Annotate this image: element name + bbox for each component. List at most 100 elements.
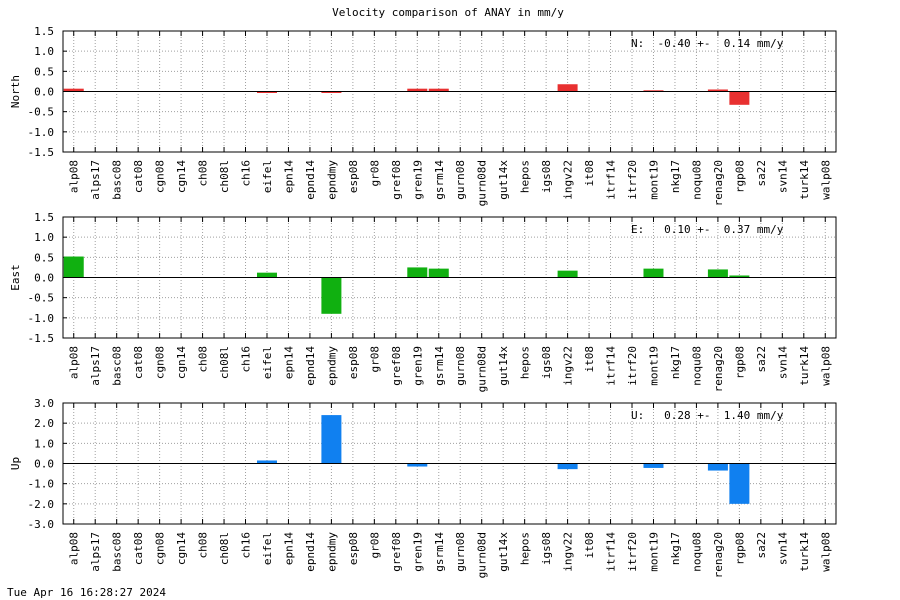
y-tick-label: 0.5 bbox=[34, 65, 54, 78]
x-tick-label: gref08 bbox=[390, 532, 403, 572]
bar-north-renag20 bbox=[707, 89, 728, 92]
panel-east: 1.5 1.0 0.5 0.0 -0.5 -1.0 -1.5 alp08 alps17 basc0… bbox=[9, 211, 837, 392]
x-tick-label: esp08 bbox=[347, 160, 360, 193]
y-tick-label: -1.5 bbox=[28, 332, 55, 345]
x-tick-label: gr08 bbox=[368, 160, 381, 187]
bar-up-ingv22 bbox=[557, 463, 578, 470]
y-tick-label: -1.0 bbox=[28, 312, 55, 325]
x-tick-label: itrf20 bbox=[626, 346, 639, 386]
x-tick-label: alps17 bbox=[89, 532, 102, 572]
x-tick-label: it08 bbox=[583, 160, 596, 187]
y-tick-label: -3.0 bbox=[28, 518, 55, 531]
x-tick-label: mont19 bbox=[647, 532, 660, 572]
x-tick-label: hepos bbox=[519, 346, 532, 379]
x-tick-label: noqu08 bbox=[690, 532, 703, 572]
x-tick-label: eifel bbox=[261, 346, 274, 379]
stat-annotation: U: 0.28 +- 1.40 mm/y bbox=[631, 409, 784, 422]
x-tick-label: ingv22 bbox=[562, 532, 575, 572]
x-tick-label: renag20 bbox=[712, 160, 725, 206]
y-tick-label: 0.0 bbox=[34, 86, 54, 99]
x-tick-label: gurn08 bbox=[454, 346, 467, 386]
x-tick-label: esp08 bbox=[347, 346, 360, 379]
x-tick-label: hepos bbox=[519, 532, 532, 565]
x-tick-label: eifel bbox=[261, 532, 274, 565]
x-tick-label: ch08 bbox=[197, 532, 210, 559]
x-tick-label: cat08 bbox=[132, 532, 145, 565]
x-tick-label: nkg17 bbox=[669, 346, 682, 379]
x-tick-label: alps17 bbox=[89, 160, 102, 200]
x-tick-label: epn14 bbox=[282, 532, 295, 565]
chart-panels: 1.5 1.0 0.5 0.0 -0.5 -1.0 -1.5 alp08 alps17 basc0… bbox=[9, 25, 837, 578]
x-tick-label: basc08 bbox=[111, 160, 124, 200]
x-tick-label: mont19 bbox=[647, 160, 660, 200]
y-tick-label: 1.5 bbox=[34, 211, 54, 224]
bar-north-eifel bbox=[256, 91, 277, 93]
x-tick-label: cgn08 bbox=[154, 160, 167, 193]
bar-up-eifel bbox=[256, 460, 277, 464]
x-tick-label: cgn08 bbox=[154, 346, 167, 379]
x-tick-label: gurn08 bbox=[454, 160, 467, 200]
y-tick-label: -0.5 bbox=[28, 106, 55, 119]
x-tick-label: gsrm14 bbox=[433, 532, 446, 572]
bar-north-rgp08 bbox=[729, 91, 750, 105]
bar-east-rgp08 bbox=[729, 275, 750, 278]
plot-frame bbox=[62, 30, 837, 153]
x-tick-label: turk14 bbox=[798, 346, 811, 386]
panel-north: 1.5 1.0 0.5 0.0 -0.5 -1.0 -1.5 alp08 alps17 basc0… bbox=[9, 25, 837, 206]
bar-north-gren19 bbox=[407, 88, 428, 92]
bar-east-eifel bbox=[256, 272, 277, 278]
x-tick-label: epn14 bbox=[282, 346, 295, 379]
x-tick-label: cgn14 bbox=[175, 160, 188, 193]
bar-east-mont19 bbox=[643, 268, 664, 278]
x-tick-label: basc08 bbox=[111, 532, 124, 572]
x-tick-label: gurn08 bbox=[454, 532, 467, 572]
x-tick-label: mont19 bbox=[647, 346, 660, 386]
x-tick-label: cgn14 bbox=[175, 346, 188, 379]
x-tick-label: basc08 bbox=[111, 346, 124, 386]
x-tick-label: cat08 bbox=[132, 346, 145, 379]
x-tick-label: ch16 bbox=[240, 160, 253, 187]
x-tick-label: nkg17 bbox=[669, 160, 682, 193]
y-tick-label: -0.5 bbox=[28, 292, 55, 305]
x-tick-label: itrf14 bbox=[605, 532, 618, 572]
x-tick-label: gr08 bbox=[368, 532, 381, 559]
x-tick-label: epn14 bbox=[282, 160, 295, 193]
x-tick-label: ch16 bbox=[240, 532, 253, 559]
x-tick-label: ingv22 bbox=[562, 160, 575, 200]
x-tick-label: sa22 bbox=[755, 160, 768, 187]
stat-annotation: N: -0.40 +- 0.14 mm/y bbox=[631, 37, 784, 50]
x-tick-label: itrf14 bbox=[605, 160, 618, 200]
bar-east-gsrm14 bbox=[428, 268, 449, 278]
bar-up-mont19 bbox=[643, 463, 664, 468]
x-tick-label: gurn08d bbox=[476, 160, 489, 206]
x-tick-label: svn14 bbox=[776, 346, 789, 379]
x-tick-label: gren19 bbox=[411, 160, 424, 200]
y-tick-label: 1.0 bbox=[34, 437, 54, 450]
bar-north-gsrm14 bbox=[428, 88, 449, 92]
x-tick-label: igs08 bbox=[540, 532, 553, 565]
x-tick-label: igs08 bbox=[540, 346, 553, 379]
bar-east-alp08 bbox=[63, 256, 84, 278]
x-tick-label: it08 bbox=[583, 346, 596, 373]
y-tick-label: 0.5 bbox=[34, 251, 54, 264]
bar-east-epndmy bbox=[321, 277, 342, 314]
x-tick-label: rgp08 bbox=[733, 346, 746, 379]
x-tick-label: itrf14 bbox=[605, 346, 618, 386]
x-tick-label: walp08 bbox=[819, 346, 832, 386]
x-tick-label: gurn08d bbox=[476, 532, 489, 578]
x-tick-label: epnd14 bbox=[304, 532, 317, 572]
x-tick-label: alp08 bbox=[68, 160, 81, 193]
x-tick-label: walp08 bbox=[819, 532, 832, 572]
x-tick-label: itrf20 bbox=[626, 532, 639, 572]
x-tick-label: gren19 bbox=[411, 532, 424, 572]
y-tick-label: -2.0 bbox=[28, 498, 55, 511]
bar-east-renag20 bbox=[707, 269, 728, 278]
bar-north-ingv22 bbox=[557, 84, 578, 92]
x-tick-label: alps17 bbox=[89, 346, 102, 386]
bar-east-gren19 bbox=[407, 267, 428, 278]
x-tick-label: rgp08 bbox=[733, 160, 746, 193]
y-tick-label: 2.0 bbox=[34, 417, 54, 430]
y-tick-label: 1.0 bbox=[34, 45, 54, 58]
x-tick-label: esp08 bbox=[347, 532, 360, 565]
